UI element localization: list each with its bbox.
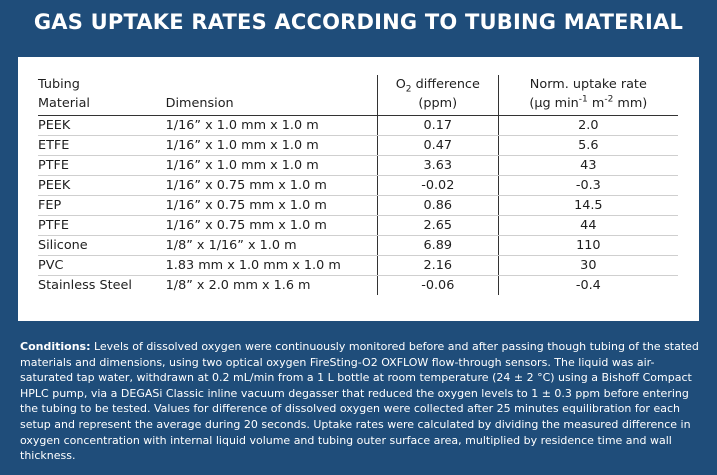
table-row: FEP 1/16” x 0.75 mm x 1.0 m 0.86 14.5 bbox=[38, 195, 678, 216]
header-material: Tubing Material bbox=[38, 75, 166, 116]
cell-o2-difference: 0.47 bbox=[376, 135, 499, 156]
cell-o2-difference: 0.17 bbox=[376, 115, 499, 136]
cell-dimension: 1/16” x 0.75 mm x 1.0 m bbox=[165, 215, 378, 236]
header-rate-line1: Norm. uptake rate bbox=[529, 77, 647, 92]
cell-material: PVC bbox=[38, 255, 166, 276]
cell-dimension: 1/8” x 1/16” x 1.0 m bbox=[165, 235, 378, 256]
header-o2-subscript: 2 bbox=[405, 84, 412, 95]
cell-uptake-rate: 30 bbox=[497, 255, 678, 276]
conditions-note: Conditions: Levels of dissolved oxygen w… bbox=[20, 339, 700, 464]
table-row: PTFE 1/16” x 1.0 mm x 1.0 m 3.63 43 bbox=[38, 155, 678, 176]
header-o2-difference: O2 difference (ppm) bbox=[376, 75, 499, 116]
header-rate-unit-c: mm) bbox=[613, 96, 648, 111]
cell-uptake-rate: 110 bbox=[497, 235, 678, 256]
cell-dimension: 1/16” x 0.75 mm x 1.0 m bbox=[165, 175, 378, 196]
cell-dimension: 1.83 mm x 1.0 mm x 1.0 m bbox=[165, 255, 378, 276]
cell-material: PTFE bbox=[38, 155, 166, 176]
header-material-line2: Material bbox=[38, 96, 90, 111]
cell-uptake-rate: 5.6 bbox=[497, 135, 678, 156]
cell-o2-difference: -0.02 bbox=[376, 175, 499, 196]
table-header-row: Tubing Material Dimension O2 difference … bbox=[38, 75, 678, 116]
cell-dimension: 1/16” x 1.0 mm x 1.0 m bbox=[165, 135, 378, 156]
cell-o2-difference: 6.89 bbox=[376, 235, 499, 256]
header-o2-prefix: O bbox=[395, 77, 406, 92]
cell-uptake-rate: 14.5 bbox=[497, 195, 678, 216]
cell-o2-difference: 0.86 bbox=[376, 195, 499, 216]
cell-uptake-rate: 2.0 bbox=[497, 115, 678, 136]
page-title: GAS UPTAKE RATES ACCORDING TO TUBING MAT… bbox=[33, 10, 684, 34]
cell-dimension: 1/16” x 0.75 mm x 1.0 m bbox=[165, 195, 378, 216]
table-row: PVC 1.83 mm x 1.0 mm x 1.0 m 2.16 30 bbox=[38, 255, 678, 276]
header-rate-unit-a: (µg min bbox=[529, 96, 579, 111]
header-dimension: Dimension bbox=[165, 75, 378, 116]
table-row: PTFE 1/16” x 0.75 mm x 1.0 m 2.65 44 bbox=[38, 215, 678, 236]
cell-uptake-rate: 44 bbox=[497, 215, 678, 236]
cell-material: PTFE bbox=[38, 215, 166, 236]
header-o2-unit: (ppm) bbox=[418, 96, 458, 111]
cell-uptake-rate: -0.4 bbox=[497, 275, 678, 295]
cell-material: Silicone bbox=[38, 235, 166, 256]
uptake-table: Tubing Material Dimension O2 difference … bbox=[38, 75, 678, 295]
cell-dimension: 1/16” x 1.0 mm x 1.0 m bbox=[165, 115, 378, 136]
table-row: ETFE 1/16” x 1.0 mm x 1.0 m 0.47 5.6 bbox=[38, 135, 678, 156]
cell-o2-difference: 2.16 bbox=[376, 255, 499, 276]
table-row: Stainless Steel 1/8” x 2.0 mm x 1.6 m -0… bbox=[38, 275, 678, 295]
cell-material: PEEK bbox=[38, 115, 166, 136]
cell-uptake-rate: 43 bbox=[497, 155, 678, 176]
conditions-label: Conditions: bbox=[20, 340, 91, 353]
cell-material: FEP bbox=[38, 195, 166, 216]
header-rate-unit-b: m bbox=[587, 96, 605, 111]
table-card: Tubing Material Dimension O2 difference … bbox=[18, 57, 699, 321]
cell-o2-difference: -0.06 bbox=[376, 275, 499, 295]
table-row: PEEK 1/16” x 1.0 mm x 1.0 m 0.17 2.0 bbox=[38, 115, 678, 136]
cell-o2-difference: 3.63 bbox=[376, 155, 499, 176]
cell-material: PEEK bbox=[38, 175, 166, 196]
table-row: Silicone 1/8” x 1/16” x 1.0 m 6.89 110 bbox=[38, 235, 678, 256]
table-row: PEEK 1/16” x 0.75 mm x 1.0 m -0.02 -0.3 bbox=[38, 175, 678, 196]
cell-dimension: 1/8” x 2.0 mm x 1.6 m bbox=[165, 278, 311, 293]
cell-dimension: 1/16” x 1.0 mm x 1.0 m bbox=[165, 155, 378, 176]
cell-material: ETFE bbox=[38, 135, 166, 156]
header-rate-sup1: -1 bbox=[578, 94, 588, 105]
header-material-line1: Tubing bbox=[38, 77, 80, 92]
header-rate-sup2: -2 bbox=[604, 94, 614, 105]
header-uptake-rate: Norm. uptake rate (µg min-1 m-2 mm) bbox=[497, 75, 678, 116]
cell-o2-difference: 2.65 bbox=[376, 215, 499, 236]
conditions-text: Levels of dissolved oxygen were continuo… bbox=[20, 340, 699, 463]
header-o2-suffix: difference bbox=[411, 77, 480, 92]
cell-material: Stainless Steel bbox=[38, 278, 132, 293]
cell-uptake-rate: -0.3 bbox=[497, 175, 678, 196]
